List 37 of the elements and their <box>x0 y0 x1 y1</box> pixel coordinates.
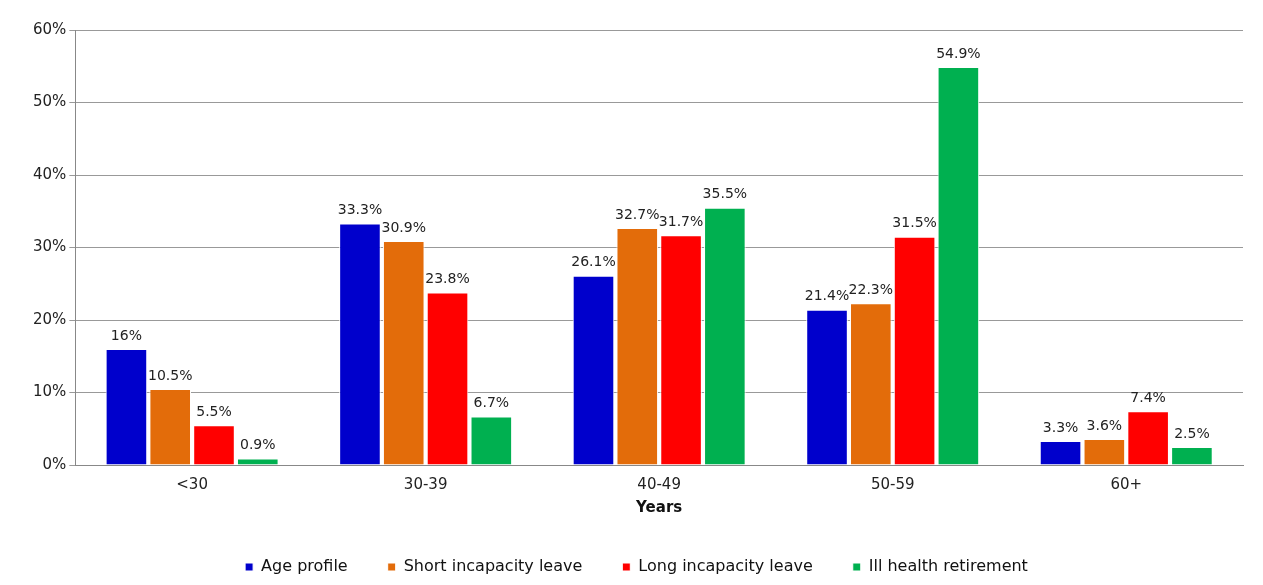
data-label: 2.5% <box>1174 424 1210 441</box>
data-label: 26.1% <box>571 253 616 270</box>
y-tick-label: 40% <box>33 164 67 183</box>
data-label: 7.4% <box>1130 388 1166 405</box>
data-label: 31.5% <box>892 214 937 231</box>
data-label: 23.8% <box>425 270 470 287</box>
data-label: 5.5% <box>196 402 232 419</box>
data-label: 33.3% <box>337 201 383 218</box>
data-label: 32.7% <box>615 205 660 222</box>
x-axis-title: Years <box>635 497 683 516</box>
x-tick-label: 30-39 <box>403 474 448 493</box>
x-tick-label: 60+ <box>1110 474 1143 493</box>
x-tick-label: 50-59 <box>870 474 915 493</box>
data-label: 6.7% <box>473 394 510 411</box>
y-tick-label: 0% <box>42 454 67 473</box>
data-label: 30.9% <box>381 218 426 235</box>
x-tick-label: <30 <box>176 474 208 493</box>
data-label: 54.9% <box>936 44 981 61</box>
data-label: 35.5% <box>702 185 748 202</box>
legend-label: Age profile <box>261 556 348 576</box>
data-label: 10.5% <box>147 366 193 383</box>
legend-label: Short incapacity leave <box>403 556 583 576</box>
x-tick-label: 40-49 <box>637 474 681 493</box>
y-tick-label: 50% <box>33 92 67 111</box>
y-tick-label: 20% <box>33 309 67 328</box>
data-label: 31.7% <box>658 212 704 229</box>
y-tick-label: 10% <box>33 382 67 401</box>
data-label: 0.9% <box>240 436 276 453</box>
data-label: 21.4% <box>804 287 850 304</box>
data-label: 22.3% <box>848 280 894 297</box>
legend-label: Ill health retirement <box>868 556 1028 576</box>
legend-label: Long incapacity leave <box>638 556 813 576</box>
y-tick-label: 60% <box>33 19 67 38</box>
data-label: 3.6% <box>1086 416 1123 433</box>
data-label: 3.3% <box>1042 418 1079 435</box>
data-label: 16% <box>110 326 142 343</box>
y-tick-label: 30% <box>33 237 67 256</box>
